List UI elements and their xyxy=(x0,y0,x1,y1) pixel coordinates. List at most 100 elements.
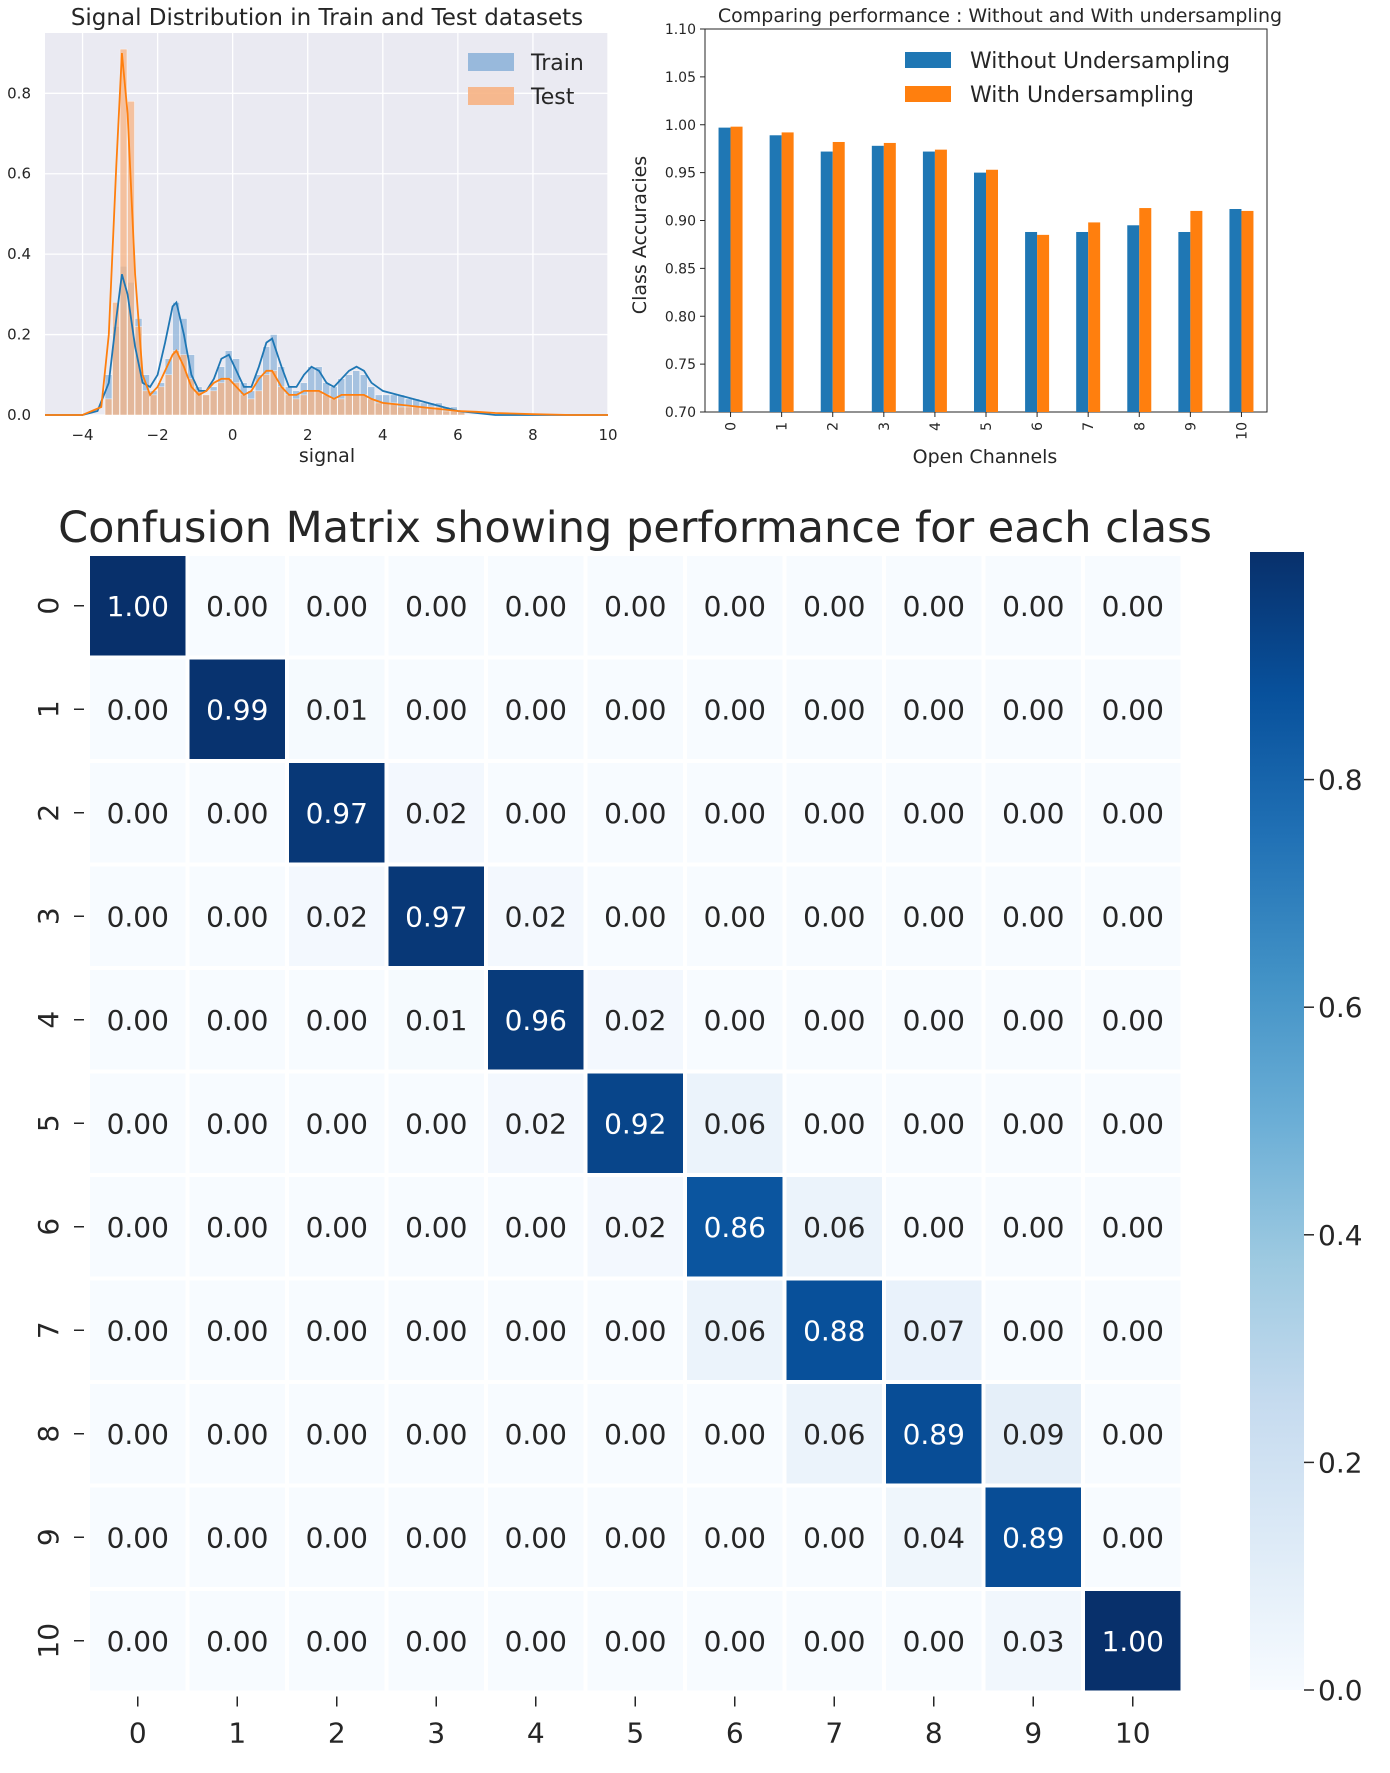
bar-x-tick-label: 3 xyxy=(877,422,893,431)
heatmap-cell xyxy=(587,659,683,759)
bar-legend-label: Without Undersampling xyxy=(970,49,1230,74)
heatmap-cell-label: 0.00 xyxy=(704,1418,766,1451)
colorbar-tick-label: 0.4 xyxy=(1318,1219,1363,1252)
heatmap-cell-label: 0.00 xyxy=(604,797,666,830)
heatmap-cell xyxy=(587,1073,683,1173)
heatmap-cell-label: 0.00 xyxy=(1002,900,1064,933)
heatmap-cell xyxy=(189,1591,285,1691)
hist-bar-test xyxy=(367,398,375,416)
heatmap-x-tick-label: 8 xyxy=(925,1717,943,1750)
heatmap-cell-label: 0.00 xyxy=(405,1107,467,1140)
heatmap-cell xyxy=(289,1384,385,1484)
heatmap-y-tick-label: 5 xyxy=(32,1114,65,1132)
hist-bar-test xyxy=(187,378,195,416)
heatmap-cell xyxy=(985,1384,1081,1484)
bar-y-tick-label: 0.75 xyxy=(665,357,696,373)
heatmap-cell-label: 0.00 xyxy=(107,900,169,933)
heatmap-cell xyxy=(587,1280,683,1380)
heatmap-cell-label: 0.00 xyxy=(1002,1004,1064,1037)
heatmap-cell-label: 0.00 xyxy=(803,797,865,830)
heatmap-cell xyxy=(388,970,484,1070)
heatmap-cell-label: 0.00 xyxy=(505,1418,567,1451)
bar-y-tick-label: 0.95 xyxy=(665,166,696,182)
heatmap-cell xyxy=(289,659,385,759)
bar-with-undersampling xyxy=(986,169,998,412)
heatmap-cell-label: 0.00 xyxy=(803,1521,865,1554)
bar-without-undersampling xyxy=(1127,225,1140,412)
heatmap-cell xyxy=(388,1384,484,1484)
heatmap-cell-label: 0.00 xyxy=(903,1107,965,1140)
heatmap-cell-label: 0.00 xyxy=(405,1625,467,1658)
heatmap-cell-label: 0.00 xyxy=(704,590,766,623)
hist-bar-test xyxy=(345,394,353,416)
heatmap-cell xyxy=(1085,556,1181,656)
heatmap-cell-label: 0.00 xyxy=(505,797,567,830)
heatmap-cell-label: 0.00 xyxy=(604,1418,666,1451)
heatmap-cell xyxy=(1085,1487,1181,1587)
heatmap-cell xyxy=(488,970,584,1070)
hist-bar-test xyxy=(292,398,300,416)
heatmap-cell xyxy=(189,1280,285,1380)
bar-xlabel: Open Channels xyxy=(913,446,1058,468)
hist-x-tick-label: 2 xyxy=(303,426,313,444)
heatmap-cell-label: 0.00 xyxy=(306,590,368,623)
bar-without-undersampling xyxy=(718,127,731,412)
heatmap-plot-area: 1.00 0.00 0.00 0.00 0.00 0.00 0.00 0.00 0.00 0.00… xyxy=(32,552,1363,1750)
heatmap-cell xyxy=(1085,1280,1181,1380)
hist-bar-test xyxy=(112,302,120,416)
heatmap-cell xyxy=(786,1487,882,1587)
heatmap-x-tick-label: 4 xyxy=(527,1717,545,1750)
hist-x-tick-label: 6 xyxy=(453,426,463,444)
heatmap-cell xyxy=(687,556,783,656)
heatmap-cell xyxy=(886,763,982,863)
hist-bar-test xyxy=(322,394,330,416)
heatmap-cell-label: 0.00 xyxy=(206,797,268,830)
heatmap-cell xyxy=(488,763,584,863)
heatmap-cell xyxy=(189,1177,285,1277)
bar-x-tick-label: 9 xyxy=(1183,422,1199,431)
colorbar-tick-label: 0.8 xyxy=(1318,764,1363,797)
heatmap-cell-label: 0.01 xyxy=(405,1004,467,1037)
heatmap-cell-label: 0.00 xyxy=(405,590,467,623)
heatmap-cell-label: 0.00 xyxy=(1102,1521,1164,1554)
hist-bar-test xyxy=(149,394,158,416)
hist-kde-line-train xyxy=(45,274,608,416)
heatmap-cell-label: 0.00 xyxy=(206,590,268,623)
heatmap-cell-label: 0.06 xyxy=(803,1418,865,1451)
heatmap-cell xyxy=(289,866,385,966)
bar-y-tick-label: 0.90 xyxy=(665,214,696,230)
heatmap-cell-label: 0.00 xyxy=(405,1521,467,1554)
heatmap-cell-label: 0.03 xyxy=(1002,1625,1064,1658)
heatmap-cell-label: 0.00 xyxy=(704,1004,766,1037)
bar-without-undersampling xyxy=(820,151,833,412)
bar-without-undersampling xyxy=(922,151,935,412)
heatmap-cell xyxy=(289,1177,385,1277)
heatmap-cell xyxy=(488,1177,584,1277)
hist-bar-test xyxy=(390,402,398,416)
heatmap-cell xyxy=(289,970,385,1070)
heatmap-x-tick-label: 7 xyxy=(825,1717,843,1750)
heatmap-cell xyxy=(189,866,285,966)
heatmap-cell xyxy=(687,1487,783,1587)
heatmap-cell xyxy=(985,1591,1081,1691)
heatmap-cell xyxy=(687,763,783,863)
heatmap-cell-label: 0.00 xyxy=(306,1314,368,1347)
bar-y-tick-label: 1.10 xyxy=(665,22,696,38)
heatmap-cell xyxy=(1085,1177,1181,1277)
heatmap-cell-label: 0.00 xyxy=(903,590,965,623)
heatmap-cell-label: 0.00 xyxy=(704,900,766,933)
colorbar-tick-label: 0.0 xyxy=(1318,1674,1363,1707)
heatmap-cell xyxy=(587,866,683,966)
heatmap-cell xyxy=(90,1384,186,1484)
bar-without-undersampling xyxy=(1178,231,1191,412)
heatmap-cell-label: 0.07 xyxy=(903,1314,965,1347)
heatmap-cell xyxy=(488,1591,584,1691)
heatmap-cell xyxy=(687,1280,783,1380)
colorbar-tick-label: 0.6 xyxy=(1318,991,1363,1024)
heatmap-cell-label: 0.01 xyxy=(306,693,368,726)
heatmap-cell-label: 0.00 xyxy=(505,590,567,623)
heatmap-cell-label: 0.00 xyxy=(107,1211,169,1244)
heatmap-cell-label: 0.00 xyxy=(107,1418,169,1451)
confusion-matrix-chart: Confusion Matrix showing performance for… xyxy=(32,503,1363,1750)
heatmap-cell xyxy=(886,1487,982,1587)
